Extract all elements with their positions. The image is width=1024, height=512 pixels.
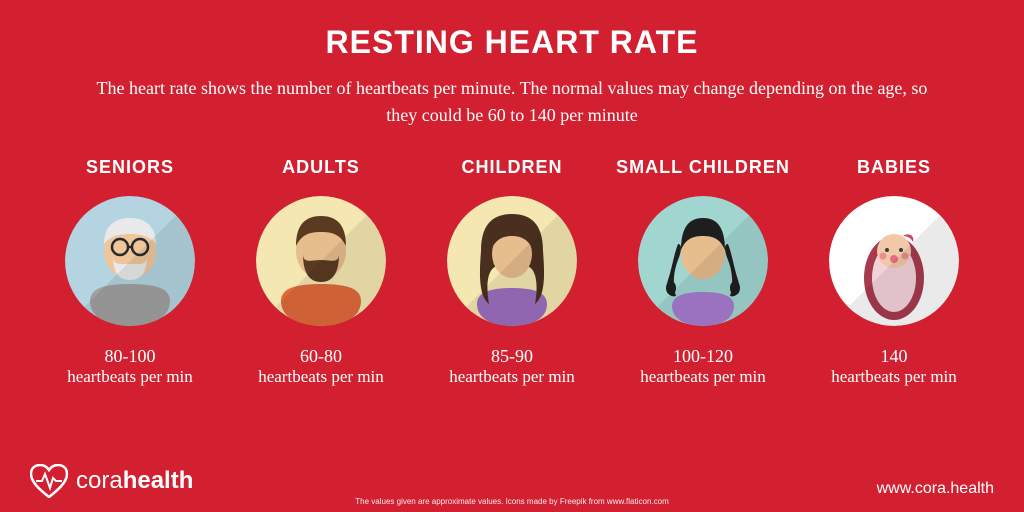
group-seniors: SENIORS 80-100 heartbeats per min xyxy=(40,157,220,502)
group-unit: heartbeats per min xyxy=(67,367,193,387)
brand-logo: corahealth xyxy=(30,464,193,498)
site-url: www.cora.health xyxy=(877,480,994,498)
group-value: 140 xyxy=(881,346,908,367)
group-label: SMALL CHILDREN xyxy=(616,157,790,178)
heart-icon xyxy=(30,464,68,498)
group-unit: heartbeats per min xyxy=(640,367,766,387)
group-babies: BABIES 140 heartbeats per min xyxy=(804,157,984,502)
avatar-babies xyxy=(829,196,959,326)
page-title: RESTING HEART RATE xyxy=(326,24,699,61)
avatar-small-children xyxy=(638,196,768,326)
footer: corahealth www.cora.health xyxy=(0,464,1024,498)
group-label: SENIORS xyxy=(86,157,174,178)
group-unit: heartbeats per min xyxy=(258,367,384,387)
group-value: 100-120 xyxy=(673,346,733,367)
page-subtitle: The heart rate shows the number of heart… xyxy=(82,75,942,129)
age-groups-row: SENIORS 80-100 heartbeats per min ADU xyxy=(30,157,994,502)
group-value: 85-90 xyxy=(491,346,533,367)
group-label: ADULTS xyxy=(282,157,360,178)
credits-text: The values given are approximate values.… xyxy=(355,497,668,506)
avatar-seniors xyxy=(65,196,195,326)
group-value: 80-100 xyxy=(105,346,156,367)
group-children: CHILDREN 85-90 heartbeats per min xyxy=(422,157,602,502)
avatar-adults xyxy=(256,196,386,326)
infographic-page: RESTING HEART RATE The heart rate shows … xyxy=(0,0,1024,512)
group-small-children: SMALL CHILDREN 100-120 heartbeats per mi… xyxy=(613,157,793,502)
avatar-children xyxy=(447,196,577,326)
group-adults: ADULTS 60-80 heartbeats per min xyxy=(231,157,411,502)
logo-text: corahealth xyxy=(76,467,193,495)
group-unit: heartbeats per min xyxy=(449,367,575,387)
group-label: BABIES xyxy=(857,157,931,178)
group-value: 60-80 xyxy=(300,346,342,367)
group-label: CHILDREN xyxy=(462,157,563,178)
group-unit: heartbeats per min xyxy=(831,367,957,387)
